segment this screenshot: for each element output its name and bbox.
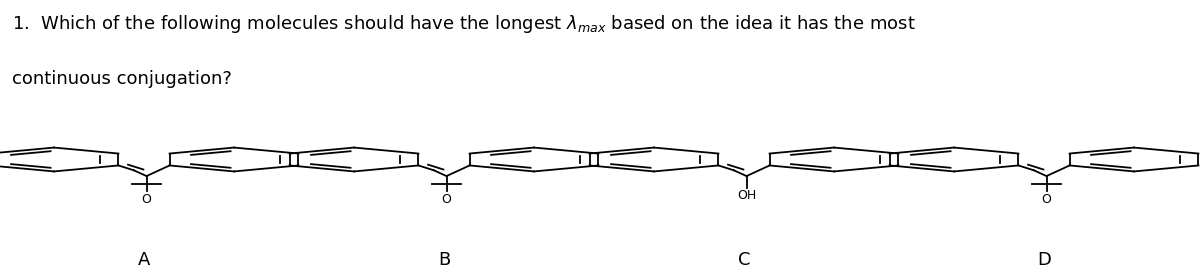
- Text: D: D: [1037, 251, 1051, 269]
- Text: C: C: [738, 251, 750, 269]
- Text: O: O: [442, 193, 451, 206]
- Text: OH: OH: [737, 189, 756, 202]
- Text: O: O: [1042, 193, 1051, 206]
- Text: continuous conjugation?: continuous conjugation?: [12, 70, 232, 88]
- Text: B: B: [438, 251, 450, 269]
- Text: 1.  Which of the following molecules should have the longest $\lambda_{max}$ bas: 1. Which of the following molecules shou…: [12, 13, 916, 35]
- Text: O: O: [142, 193, 151, 206]
- Text: A: A: [138, 251, 150, 269]
